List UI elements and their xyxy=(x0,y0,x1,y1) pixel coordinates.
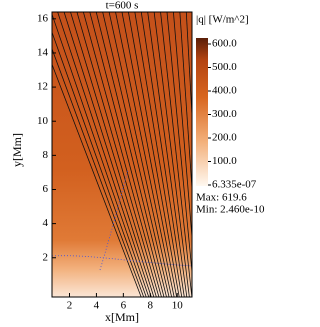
field-lines xyxy=(52,12,192,297)
colorbar-tick-label: 600.0 xyxy=(212,38,237,50)
field-line xyxy=(76,12,160,297)
chart: t=600 s x[Mm] y[Mm] |q| [W/m^2] Max: 619… xyxy=(10,0,265,324)
y-tick-label: 12 xyxy=(37,81,48,93)
field-line xyxy=(115,12,175,297)
field-line xyxy=(173,12,192,242)
x-tick-label: 4 xyxy=(94,300,100,312)
field-line xyxy=(166,12,192,276)
min-label: Min: 2.460e-10 xyxy=(196,204,265,216)
field-line xyxy=(95,12,167,297)
y-tick-label: 14 xyxy=(37,46,49,58)
field-line xyxy=(179,12,192,194)
y-tick-label: 2 xyxy=(43,251,49,263)
field-line xyxy=(147,12,188,297)
colorbar-tick-label: 6.335e-07 xyxy=(212,179,257,191)
colorbar-tick-label: 300.0 xyxy=(212,108,237,120)
field-line xyxy=(57,12,152,297)
field-line xyxy=(82,12,162,297)
x-tick-label: 8 xyxy=(148,300,154,312)
field-line xyxy=(52,13,150,297)
field-line xyxy=(121,12,178,297)
y-axis-label: y[Mm] xyxy=(10,133,24,167)
colorbar xyxy=(196,38,208,186)
field-line xyxy=(52,47,145,297)
y-tick-label: 8 xyxy=(43,149,49,161)
blue-contour xyxy=(52,255,192,267)
blue-contour xyxy=(99,169,129,271)
colorbar-title: |q| [W/m^2] xyxy=(196,14,249,26)
field-line xyxy=(127,12,180,297)
field-line xyxy=(153,12,190,297)
field-line xyxy=(134,12,183,297)
y-tick-label: 16 xyxy=(37,12,49,24)
field-line xyxy=(52,63,142,297)
x-axis-label: x[Mm] xyxy=(105,310,139,324)
field-line xyxy=(140,12,185,297)
colorbar-tick-label: 500.0 xyxy=(212,61,237,73)
field-line xyxy=(160,12,192,297)
x-tick-label: 6 xyxy=(121,300,127,312)
y-tick-label: 6 xyxy=(43,183,49,195)
x-tick-label: 10 xyxy=(172,300,184,312)
colorbar-tick-label: 400.0 xyxy=(212,85,237,97)
colorbar-tick-label: 100.0 xyxy=(212,155,237,167)
field-line xyxy=(102,12,170,297)
y-tick-label: 10 xyxy=(37,115,49,127)
y-tick-label: 4 xyxy=(43,217,49,229)
field-line xyxy=(108,12,173,297)
colorbar-tick-label: 200.0 xyxy=(212,132,237,144)
field-line xyxy=(185,12,192,123)
field-line xyxy=(70,12,157,297)
field-line xyxy=(63,12,155,297)
field-line xyxy=(89,12,165,297)
heatmap-field xyxy=(52,12,192,297)
max-label: Max: 619.6 xyxy=(196,192,247,204)
plot-frame xyxy=(51,11,193,298)
x-tick-label: 2 xyxy=(67,300,73,312)
chart-title: t=600 s xyxy=(106,0,139,12)
field-line xyxy=(52,31,147,297)
